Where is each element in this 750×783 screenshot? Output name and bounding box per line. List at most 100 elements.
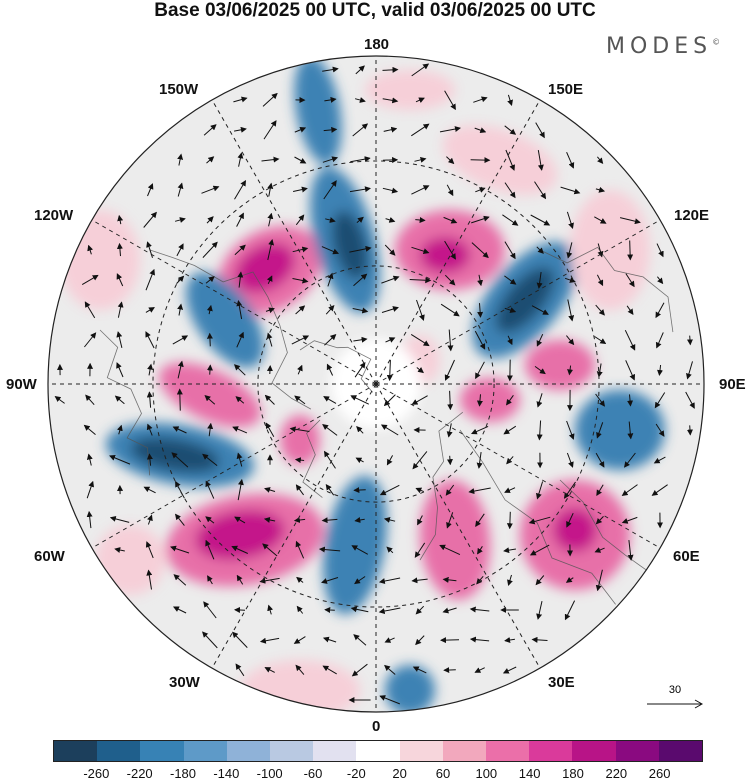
wind-arrow <box>380 424 399 436</box>
wind-arrow <box>447 390 454 411</box>
wind-arrow <box>234 244 246 256</box>
wind-arrow <box>411 246 430 255</box>
wind-arrow <box>265 307 275 314</box>
wind-arrow <box>322 156 339 163</box>
wind-arrow <box>323 450 336 469</box>
wind-arrow <box>381 306 399 313</box>
wind-arrow <box>651 484 668 496</box>
wind-arrow <box>415 97 425 103</box>
wind-arrow <box>686 425 693 436</box>
reference-vector-value: 30 <box>668 684 682 696</box>
wind-arrow <box>444 240 456 260</box>
wind-arrow <box>323 180 337 200</box>
wind-arrow <box>502 666 517 674</box>
wind-arrow <box>504 637 515 643</box>
wind-arrow <box>202 241 218 258</box>
wind-arrow <box>267 604 273 615</box>
wind-arrow <box>469 636 490 643</box>
coastline <box>299 340 373 393</box>
wind-arrow <box>234 126 247 133</box>
wind-arrow <box>386 455 394 466</box>
wind-arrow <box>502 214 519 226</box>
wind-arrow <box>86 453 93 466</box>
wind-arrow <box>114 395 125 405</box>
wind-arrow <box>352 123 369 137</box>
colorbar-swatch <box>270 741 314 761</box>
wind-arrow <box>655 332 664 349</box>
lon-label-60w: 60W <box>34 548 65 565</box>
wind-arrow <box>535 575 545 586</box>
wind-arrow <box>231 545 249 554</box>
anomaly-region <box>525 340 595 390</box>
wind-arrow <box>654 392 666 409</box>
wind-arrow <box>506 456 514 465</box>
wind-arrow <box>293 517 306 523</box>
anomaly-region <box>235 243 295 293</box>
wind-arrow <box>267 182 274 197</box>
wind-arrow <box>349 186 371 193</box>
wind-arrow <box>563 481 576 499</box>
wind-arrow <box>625 360 636 381</box>
wind-arrow <box>560 186 581 195</box>
wind-arrow <box>294 126 307 133</box>
wind-arrow <box>351 545 369 555</box>
wind-arrow <box>87 244 94 255</box>
wind-arrow <box>145 331 155 349</box>
wind-arrow <box>537 150 544 171</box>
wind-arrow <box>321 246 340 255</box>
latitude-circle <box>152 160 600 608</box>
wind-arrow <box>439 544 461 556</box>
wind-arrow <box>623 452 636 468</box>
wind-arrow <box>383 126 398 133</box>
wind-arrow <box>86 510 93 529</box>
wind-arrow <box>202 631 218 649</box>
brand-name: MODES <box>606 34 713 59</box>
wind-arrow <box>473 96 488 103</box>
wind-arrow <box>383 517 396 523</box>
wind-arrow <box>295 664 305 675</box>
wind-arrow <box>232 631 248 648</box>
wind-arrow <box>595 569 603 592</box>
wind-arrow <box>289 426 310 433</box>
wind-arrow <box>476 575 484 585</box>
wind-arrow <box>171 452 189 468</box>
wind-arrow <box>595 186 606 193</box>
anomaly-region <box>185 272 265 368</box>
wind-arrow <box>353 634 367 646</box>
wind-arrow <box>207 575 213 585</box>
wind-arrow <box>446 423 453 438</box>
wind-arrow <box>295 484 305 496</box>
wind-arrow <box>657 276 664 285</box>
wind-arrow <box>349 245 372 253</box>
latitude-circle <box>257 265 495 503</box>
wind-arrow <box>386 359 393 382</box>
wind-arrow <box>146 391 153 408</box>
wind-arrow <box>409 277 432 284</box>
anomaly-region <box>575 390 665 470</box>
wind-arrow <box>507 94 513 107</box>
wind-arrow <box>411 63 430 77</box>
wind-arrow <box>356 425 364 434</box>
wind-arrow <box>205 276 215 284</box>
wind-arrow <box>686 361 693 380</box>
wind-arrow <box>476 452 483 469</box>
wind-arrow <box>235 396 245 404</box>
wind-arrow <box>529 544 550 556</box>
wind-arrow <box>177 153 184 166</box>
wind-arrow <box>446 512 454 529</box>
wind-arrow <box>385 337 396 343</box>
coastline <box>559 479 658 579</box>
wind-arrow <box>530 214 551 226</box>
wind-arrow <box>442 607 457 614</box>
wind-arrow <box>354 576 366 585</box>
colorbar-swatch <box>529 741 573 761</box>
lon-label-120e: 120E <box>674 207 710 224</box>
wind-arrow <box>507 335 513 346</box>
wind-arrow <box>174 217 186 223</box>
wind-arrow <box>468 487 491 495</box>
wind-arrow <box>412 451 428 470</box>
wind-arrow <box>177 182 184 197</box>
wind-arrow <box>175 480 185 499</box>
wind-arrow <box>350 156 371 163</box>
wind-arrow <box>147 514 153 525</box>
